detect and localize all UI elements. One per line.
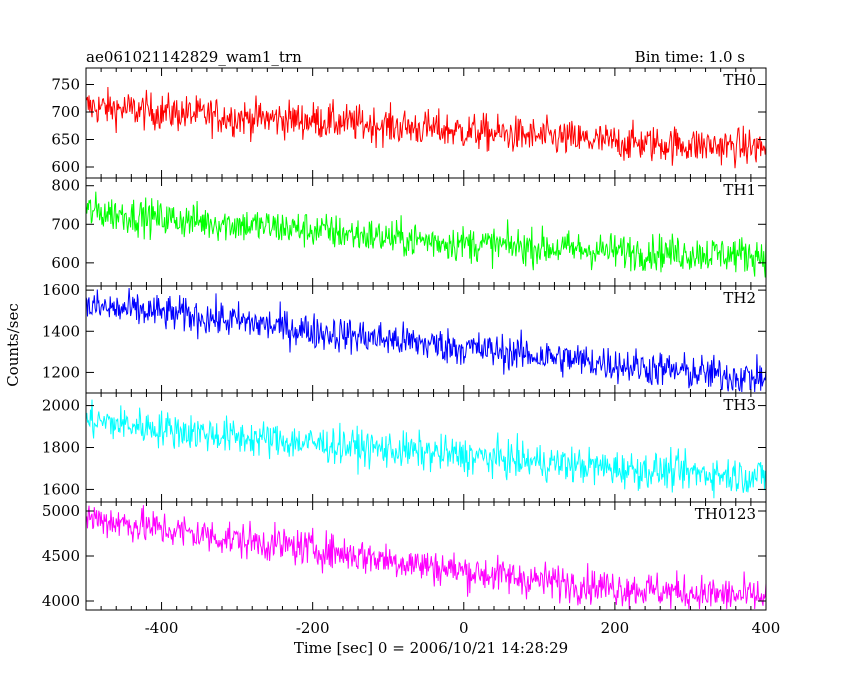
x-tick-label: 400 bbox=[752, 619, 781, 637]
panel-label: TH0 bbox=[723, 71, 756, 89]
chart-title: ae061021142829_wam1_trn bbox=[86, 48, 302, 66]
panels-group: 600 650 700 750 TH0 600 700 800 TH1 1200 1400 1600 T… bbox=[42, 67, 781, 637]
y-tick-label: 1800 bbox=[42, 439, 80, 457]
y-tick-label: 1400 bbox=[42, 322, 80, 340]
x-tick-label: -400 bbox=[145, 619, 179, 637]
series-th2 bbox=[85, 287, 767, 393]
y-tick-label: 700 bbox=[51, 103, 80, 121]
y-tick-label: 650 bbox=[51, 131, 80, 149]
series-th0 bbox=[85, 86, 767, 169]
panel-th0: 600 650 700 750 TH0 bbox=[51, 67, 767, 179]
y-tick-label: 750 bbox=[51, 76, 80, 94]
y-tick-label: 5000 bbox=[42, 502, 80, 520]
panel-label: TH0123 bbox=[695, 505, 756, 523]
x-tick-label: -200 bbox=[296, 619, 330, 637]
x-axis-label: Time [sec] 0 = 2006/10/21 14:28:29 bbox=[294, 639, 568, 657]
y-tick-label: 700 bbox=[51, 215, 80, 233]
y-tick-label: 4500 bbox=[42, 547, 80, 565]
y-tick-label: 1200 bbox=[42, 363, 80, 381]
panel-frame bbox=[85, 285, 767, 394]
y-tick-label: 600 bbox=[51, 254, 80, 272]
panel-label: TH3 bbox=[723, 396, 756, 414]
panel-th2: 1200 1400 1600 TH2 bbox=[42, 281, 767, 394]
panel-th0123: 4000 4500 5000 TH0123 bbox=[42, 501, 767, 611]
panel-label: TH2 bbox=[723, 289, 756, 307]
y-axis-label: Counts/sec bbox=[4, 303, 22, 387]
panel-th3: 1600 1800 2000 TH3 bbox=[42, 392, 767, 503]
y-tick-label: 4000 bbox=[42, 592, 80, 610]
y-tick-label: 2000 bbox=[42, 397, 80, 415]
y-tick-label: 1600 bbox=[42, 480, 80, 498]
panel-frame bbox=[85, 177, 767, 287]
y-tick-label: 1600 bbox=[42, 281, 80, 299]
series-th0123 bbox=[85, 505, 767, 610]
y-tick-label: 600 bbox=[51, 158, 80, 176]
panel-label: TH1 bbox=[723, 181, 756, 199]
y-tick-label: 800 bbox=[51, 177, 80, 195]
panel-th1: 600 700 800 TH1 bbox=[51, 177, 767, 287]
series-th3 bbox=[85, 399, 767, 499]
series-th1 bbox=[85, 191, 767, 278]
x-tick-label: 200 bbox=[601, 619, 630, 637]
x-tick-label: 0 bbox=[459, 619, 469, 637]
bin-time-label: Bin time: 1.0 s bbox=[635, 48, 745, 66]
panel-frame bbox=[85, 501, 767, 611]
